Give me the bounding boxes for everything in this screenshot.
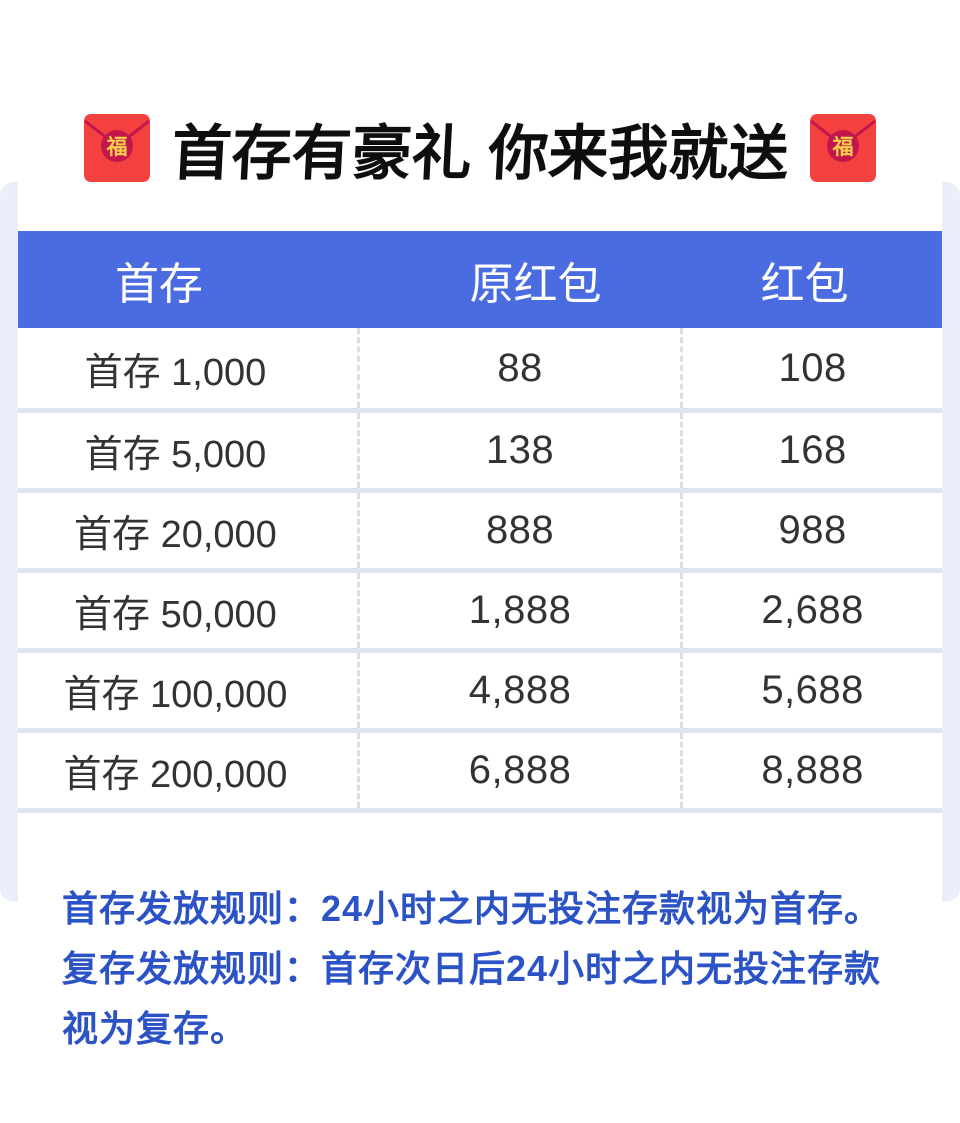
rule-line-first-deposit: 首存发放规则：24小时之内无投注存款视为首存。: [62, 888, 882, 929]
redpacket-cell: 168: [778, 428, 847, 472]
red-envelope-icon: 福: [810, 114, 877, 182]
rule-line-redeposit-cont: 视为复存。: [62, 1008, 248, 1049]
table-header: 首存 原红包 红包: [18, 231, 942, 328]
rules-text: 首存发放规则：24小时之内无投注存款视为首存。 复存发放规则：首存次日后24小时…: [18, 879, 942, 1059]
fu-character: 福: [105, 136, 127, 159]
redpacket-cell: 5,688: [761, 668, 864, 712]
deposit-cell: 首存 200,000: [18, 733, 360, 808]
original-redpacket-cell: 88: [360, 328, 684, 408]
deposit-cell: 首存 100,000: [18, 653, 360, 728]
deposit-cell: 首存 20,000: [18, 493, 360, 568]
original-redpacket-cell: 4,888: [360, 653, 684, 728]
original-redpacket-cell: 1,888: [360, 573, 684, 648]
deposit-cell: 首存 5,000: [18, 413, 360, 488]
table-row: 首存 20,000 888 988: [18, 488, 942, 568]
title-row: 福 首存有豪礼 你来我就送 福: [18, 62, 942, 188]
column-header-original-redpacket: 原红包: [469, 259, 602, 309]
redpacket-cell: 988: [778, 508, 847, 552]
original-redpacket-cell: 138: [360, 413, 684, 488]
table-row: 首存 50,000 1,888 2,688: [18, 568, 942, 648]
redpacket-cell: 2,688: [761, 588, 864, 632]
column-header-redpacket: 红包: [760, 259, 849, 309]
fu-character: 福: [832, 136, 854, 159]
page-title: 首存有豪礼 你来我就送: [169, 119, 790, 187]
table-row: 首存 5,000 138 168: [18, 408, 942, 488]
promo-card: 福 首存有豪礼 你来我就送 福 首存 原红包 红包 首存 1,000 88 10…: [18, 62, 942, 1110]
original-redpacket-cell: 6,888: [360, 733, 684, 808]
table-row: 首存 1,000 88 108: [18, 328, 942, 408]
table-row: 首存 200,000 6,888 8,888: [18, 728, 942, 808]
redpacket-cell: 108: [778, 345, 847, 390]
column-header-deposit: 首存: [114, 259, 203, 309]
red-envelope-icon: 福: [83, 114, 150, 182]
rule-line-redeposit: 复存发放规则：首存次日后24小时之内无投注存款: [62, 948, 882, 989]
table-row: 首存 100,000 4,888 5,688: [18, 648, 942, 728]
table-body: 首存 1,000 88 108 首存 5,000 138 168 首存 20,0…: [18, 328, 942, 813]
deposit-cell: 首存 50,000: [18, 573, 360, 648]
redpacket-cell: 8,888: [761, 748, 864, 792]
deposit-cell: 首存 1,000: [18, 328, 360, 408]
original-redpacket-cell: 888: [360, 493, 684, 568]
